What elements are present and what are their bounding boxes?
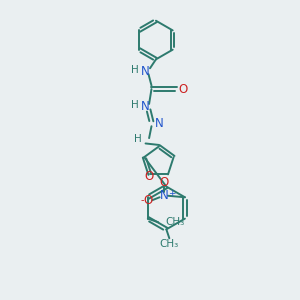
Text: CH₃: CH₃ [166,217,185,227]
Text: N: N [154,117,163,130]
Text: N: N [141,65,150,78]
Text: O: O [178,82,187,96]
Text: CH₃: CH₃ [160,239,179,249]
Text: O: O [145,170,154,183]
Text: H: H [131,100,139,110]
Text: H: H [131,65,139,75]
Text: O: O [159,176,169,189]
Text: O: O [143,194,152,207]
Text: -: - [141,195,144,205]
Text: +: + [168,190,175,199]
Text: N: N [141,100,150,113]
Text: H: H [134,134,142,144]
Text: N: N [160,189,168,202]
